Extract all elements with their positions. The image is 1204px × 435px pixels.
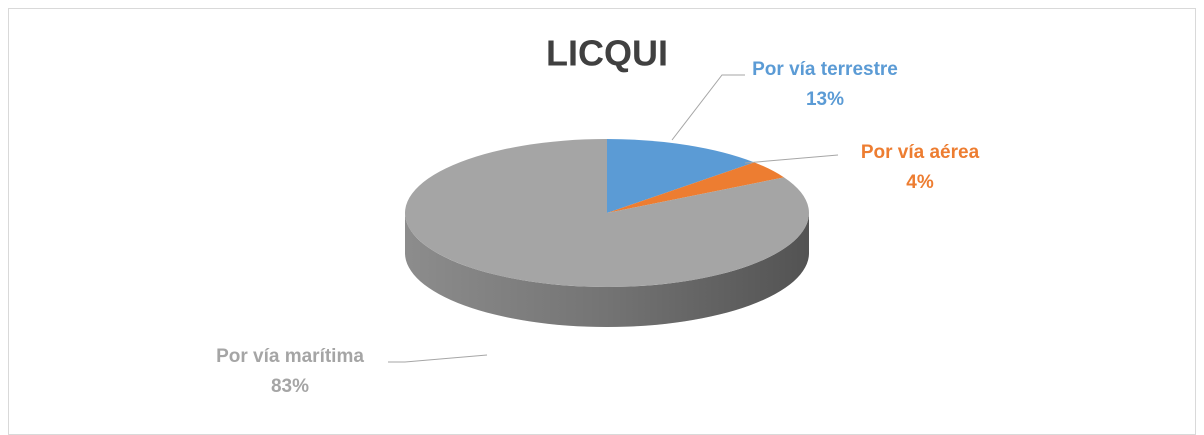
slice (607, 139, 755, 213)
value-label: 13% (806, 89, 844, 110)
chart-title: LICQUI (546, 33, 668, 74)
slice (405, 139, 810, 287)
category-label: Por vía terrestre (752, 59, 898, 80)
category-label: Por vía aérea (861, 142, 980, 163)
value-label: 4% (906, 172, 934, 193)
category-label: Por vía marítima (216, 346, 364, 367)
slice (607, 162, 785, 213)
leader-line (388, 354, 488, 363)
leader-line (671, 74, 745, 141)
leader-line (744, 154, 839, 164)
side-shade (405, 213, 809, 327)
value-label: 83% (271, 376, 309, 397)
